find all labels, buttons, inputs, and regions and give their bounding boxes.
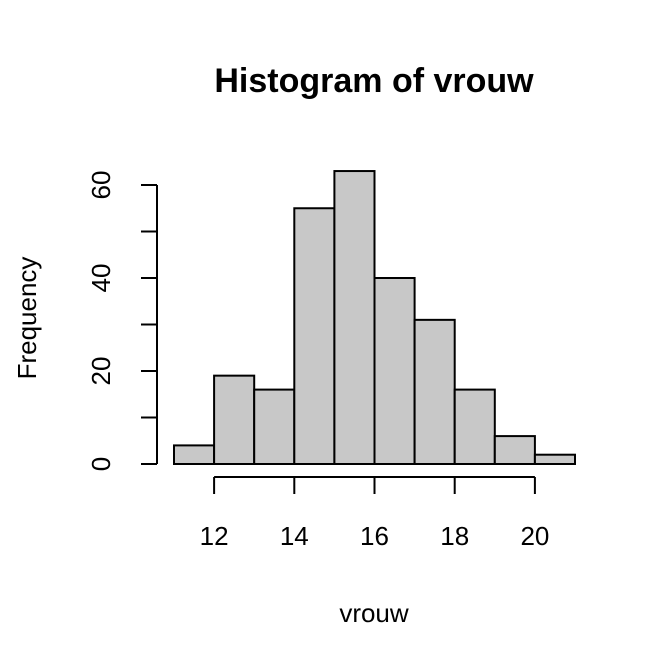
- histogram-bar-9: [493, 435, 536, 466]
- x-tick-label-12: 12: [200, 521, 229, 551]
- histogram-bar-2: [213, 374, 256, 465]
- y-axis-label: Frequency: [12, 257, 42, 380]
- histogram-bar-5: [333, 170, 376, 466]
- x-tick-label-14: 14: [280, 521, 309, 551]
- histogram-bar-8: [453, 388, 496, 466]
- x-tick-label-20: 20: [520, 521, 549, 551]
- histogram-bar-3: [253, 388, 296, 466]
- x-tick-label-16: 16: [360, 521, 389, 551]
- y-tick-label-60: 60: [86, 171, 116, 200]
- y-tick-label-20: 20: [86, 357, 116, 386]
- histogram-bar-1: [173, 444, 216, 465]
- histogram-bar-7: [413, 318, 456, 465]
- y-axis: 0 20 40 60: [86, 171, 158, 471]
- histogram-bar-6: [373, 277, 416, 465]
- histogram-bar-4: [293, 207, 336, 465]
- y-tick-label-0: 0: [86, 457, 116, 471]
- x-axis-label: vrouw: [339, 598, 409, 628]
- histogram-bar-10: [533, 453, 577, 466]
- chart-title: Histogram of vrouw: [214, 62, 534, 100]
- x-tick-label-18: 18: [440, 521, 469, 551]
- bars-group: [173, 170, 577, 466]
- y-tick-label-40: 40: [86, 264, 116, 293]
- x-axis: 12 14 16 18 20: [200, 476, 549, 551]
